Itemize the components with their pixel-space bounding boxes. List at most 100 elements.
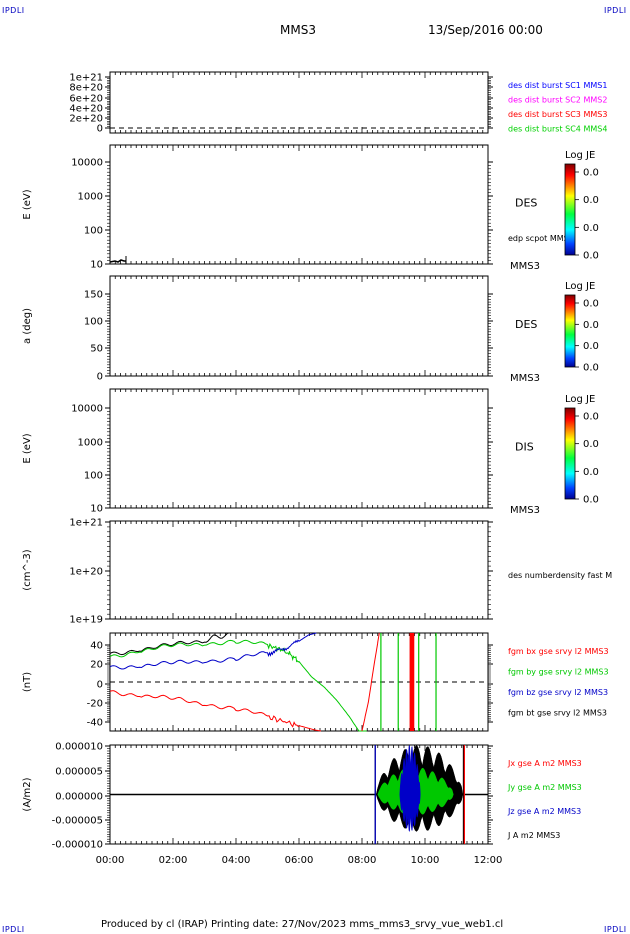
y-axis-label-dis-energy: E (eV) — [22, 433, 33, 463]
x-tick-label: 10:00 — [411, 855, 440, 866]
y-tick-label: 2e+20 — [69, 114, 103, 125]
corner-label-top-left: IPDLI — [2, 6, 25, 15]
y-tick-label: 0.000000 — [55, 792, 103, 803]
colorbar-des-energy — [564, 163, 576, 256]
y-tick-label: 0 — [97, 124, 103, 135]
legend-entry: des numberdensity fast M — [508, 571, 612, 580]
y-axis-label-des-energy: E (eV) — [22, 189, 33, 219]
x-tick-label: 06:00 — [285, 855, 314, 866]
colorbar-tick-label: 0.0 — [583, 495, 599, 506]
y-axis-label-des-pitch: a (deg) — [22, 308, 33, 344]
colorbar-title: Log JE — [565, 150, 595, 161]
sublabel-des-energy: edp scpot MMS3 — [508, 234, 574, 243]
legend-entry: Jy gse A m2 MMS3 — [507, 783, 582, 792]
y-tick-label: 100 — [84, 317, 103, 328]
y-tick-label: 10000 — [71, 158, 103, 169]
legend-entry: fgm by gse srvy l2 MMS3 — [508, 668, 609, 677]
y-tick-label: 1000 — [78, 438, 103, 449]
y-tick-label: -0.000005 — [52, 816, 103, 827]
y-tick-label: 20 — [90, 660, 103, 671]
colorbar-tick-label: 0.0 — [583, 341, 599, 352]
panel-frame-dist — [109, 71, 489, 134]
datetime-title: 13/Sep/2016 00:00 — [428, 23, 543, 37]
des-energy-trace — [109, 259, 126, 263]
colorbar-tick-label: 0.0 — [583, 168, 599, 179]
colorbar-tick-label: 0.0 — [583, 223, 599, 234]
panel-frame-des-energy — [109, 144, 489, 265]
colorbar-title: Log JE — [565, 394, 595, 405]
y-axis-label-fgm: (nT) — [22, 672, 33, 692]
spacecraft-corner-dis-energy: MMS3 — [510, 505, 540, 516]
fgm-series-line — [109, 632, 233, 656]
legend-entry: des dist burst SC1 MMS1 — [508, 81, 607, 90]
colorbar-dis-energy — [564, 407, 576, 500]
spacecraft-corner-des-pitch: MMS3 — [510, 373, 540, 384]
footer-text: Produced by cl (IRAP) Printing date: 27/… — [101, 919, 504, 930]
y-tick-label: 0.000005 — [55, 767, 103, 778]
y-tick-label: 10 — [90, 504, 103, 515]
colorbar-des-pitch — [564, 294, 576, 368]
y-tick-label: 100 — [84, 471, 103, 482]
corner-label-bottom-right: IPDLI — [604, 925, 627, 934]
x-tick-label: 00:00 — [96, 855, 125, 866]
spacecraft-title: MMS3 — [280, 23, 316, 37]
corner-label-top-right: IPDLI — [604, 6, 627, 15]
y-tick-label: 1000 — [78, 192, 103, 203]
y-tick-label: -40 — [87, 718, 103, 729]
colorbar-tick-label: 0.0 — [583, 320, 599, 331]
y-tick-label: 4e+20 — [69, 104, 103, 115]
y-axis-label-density: (cm^-3) — [22, 549, 33, 590]
y-tick-label: 1e+19 — [69, 615, 103, 626]
fgm-series-line — [109, 690, 322, 732]
legend-entry: J A m2 MMS3 — [507, 831, 560, 840]
panel-frame-density — [109, 520, 489, 620]
x-tick-label: 12:00 — [474, 855, 503, 866]
panel-frame-des-pitch — [109, 275, 489, 377]
instrument-label-dis-energy: DIS — [515, 441, 534, 454]
colorbar-tick-label: 0.0 — [583, 363, 599, 374]
y-tick-label: -0.000010 — [52, 840, 103, 851]
y-tick-label: 50 — [90, 344, 103, 355]
instrument-label-des-energy: DES — [515, 197, 537, 210]
y-tick-label: 10000 — [71, 404, 103, 415]
colorbar-tick-label: 0.0 — [583, 439, 599, 450]
y-tick-label: 40 — [90, 641, 103, 652]
y-tick-label: 1e+21 — [69, 518, 103, 529]
y-axis-label-current: (A/m2) — [22, 777, 33, 811]
current-burst-jz — [399, 745, 421, 833]
legend-entry: fgm bx gse srvy l2 MMS3 — [508, 647, 609, 656]
legend-entry: des dist burst SC4 MMS4 — [508, 125, 607, 134]
x-tick-label: 04:00 — [222, 855, 251, 866]
y-tick-label: 6e+20 — [69, 94, 103, 105]
colorbar-tick-label: 0.0 — [583, 412, 599, 423]
legend-entry: des dist burst SC3 MMS3 — [508, 110, 607, 119]
legend-entry: fgm bz gse srvy l2 MMS3 — [508, 688, 608, 697]
y-tick-label: 1e+21 — [69, 73, 103, 84]
legend-entry: Jz gse A m2 MMS3 — [507, 807, 581, 816]
spacecraft-corner-des-energy: MMS3 — [510, 261, 540, 272]
y-tick-label: 100 — [84, 226, 103, 237]
legend-entry: fgm bt gse srvy l2 MMS3 — [508, 709, 607, 718]
colorbar-tick-label: 0.0 — [583, 195, 599, 206]
corner-label-bottom-left: IPDLI — [2, 925, 25, 934]
panel-frame-dis-energy — [109, 388, 489, 509]
y-tick-label: 1e+20 — [69, 567, 103, 578]
y-tick-label: 0.000010 — [55, 742, 103, 753]
y-tick-label: 150 — [84, 290, 103, 301]
colorbar-title: Log JE — [565, 281, 595, 292]
fgm-series-line — [109, 632, 317, 670]
colorbar-tick-label: 0.0 — [583, 251, 599, 262]
y-tick-label: -20 — [87, 699, 103, 710]
fgm-series-line — [361, 632, 380, 732]
x-tick-label: 02:00 — [159, 855, 188, 866]
fgm-series-line — [109, 639, 367, 732]
colorbar-tick-label: 0.0 — [583, 467, 599, 478]
instrument-label-des-pitch: DES — [515, 318, 537, 331]
legend-entry: Jx gse A m2 MMS3 — [507, 759, 582, 768]
x-tick-label: 08:00 — [348, 855, 377, 866]
y-tick-label: 10 — [90, 260, 103, 271]
y-tick-label: 0 — [97, 680, 103, 691]
colorbar-tick-label: 0.0 — [583, 299, 599, 310]
legend-entry: des dist burst SC2 MMS2 — [508, 96, 607, 105]
